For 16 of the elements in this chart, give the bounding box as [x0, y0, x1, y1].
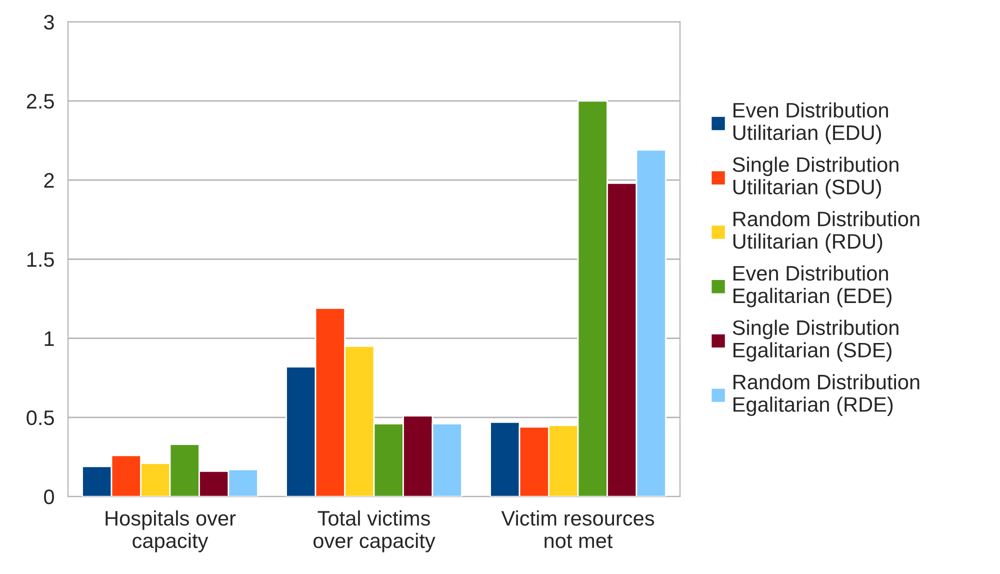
- x-tick-label: Total victims over capacity: [314, 510, 436, 552]
- x-tick-label: Victim resources not met: [501, 510, 654, 548]
- y-tick-label: 0: [44, 490, 54, 504]
- x-tick-label: Hospitals over capacity: [106, 510, 236, 552]
- y-tick-label: 0.5: [26, 410, 54, 426]
- legend-label: Even Distribution Utilitarian (EDU): [733, 102, 888, 144]
- legend-label: Even Distribution Egalitarian (EDE): [734, 265, 892, 308]
- y-tick-label: 3: [44, 14, 54, 30]
- legend-label: Single Distribution Utilitarian (SDU): [732, 156, 898, 199]
- y-tick-label: 1.5: [27, 252, 54, 267]
- legend-label: Single Distribution Egalitarian (SDE): [732, 320, 898, 362]
- y-tick-label: 2.5: [26, 94, 54, 109]
- legend-label: Random Distribution Utilitarian (RDU): [733, 211, 920, 253]
- legend-label: Random Distribution Egalitarian (RDE): [734, 374, 920, 416]
- y-tick-label: 2: [44, 173, 54, 188]
- y-tick-label: 1: [44, 331, 54, 346]
